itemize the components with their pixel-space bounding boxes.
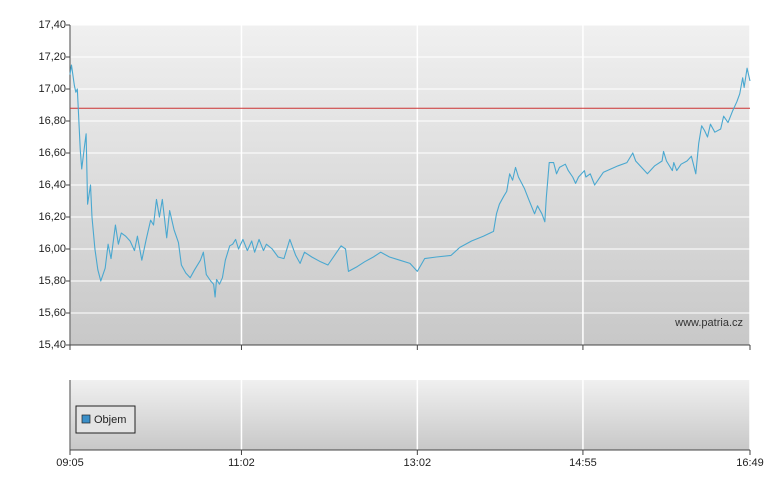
volume-area — [70, 380, 750, 450]
y-tick-label: 17,40 — [38, 19, 66, 31]
price-line — [69, 64, 751, 298]
y-tick-label: 16,40 — [38, 179, 66, 191]
legend-label: Objem — [94, 414, 126, 426]
y-tick-label: 15,60 — [38, 307, 66, 319]
y-tick-label: 16,00 — [38, 243, 66, 255]
x-tick-label: 16:49 — [736, 457, 764, 469]
y-tick-label: 15,40 — [38, 339, 66, 351]
y-tick-label: 16,60 — [38, 147, 66, 159]
x-tick-label: 14:55 — [569, 457, 597, 469]
y-tick-label: 17,20 — [38, 51, 66, 63]
legend-swatch — [81, 414, 91, 424]
y-tick-label: 17,00 — [38, 83, 66, 95]
x-tick-label: 13:02 — [404, 457, 432, 469]
y-tick-label: 16,80 — [38, 115, 66, 127]
y-tick-label: 16,20 — [38, 211, 66, 223]
x-tick-label: 11:02 — [228, 457, 255, 469]
watermark: www.patria.cz — [674, 317, 743, 329]
x-tick-label: 09:05 — [56, 457, 84, 469]
y-tick-label: 15,80 — [38, 275, 66, 287]
